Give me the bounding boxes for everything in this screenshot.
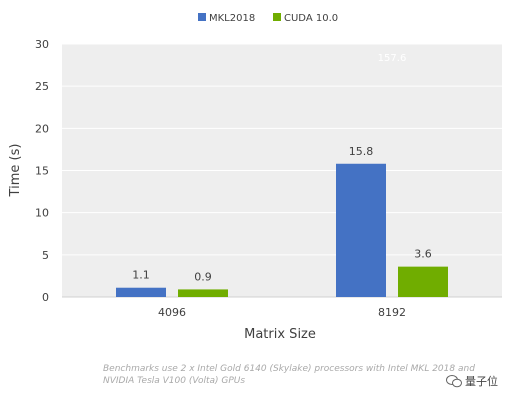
y-tick-label: 20 [35,122,49,135]
watermark: 量子位 [446,373,498,389]
y-tick-label: 25 [35,80,49,93]
y-tick-label: 10 [35,207,49,220]
x-axis-ticks: 4096 8192 [158,306,406,319]
bar [116,287,166,297]
bar [398,266,448,297]
chat-bubble-icon [446,375,462,388]
caption-line-2: NVIDIA Tesla V100 (Volta) GPUs [103,376,246,386]
legend-swatch [273,13,281,21]
y-tick-label: 0 [42,291,49,304]
x-axis-label: Matrix Size [244,327,316,342]
data-label: 1.1 [132,269,150,282]
data-label: 3.6 [414,248,432,261]
bars: 1.1 0.9 15.8 3.6 [116,145,448,297]
y-tick-label: 5 [42,249,49,262]
bar [178,289,228,297]
y-axis-ticks: 0 5 10 15 20 25 30 [35,38,49,304]
x-tick-label: 4096 [158,306,186,319]
legend: MKL2018 CUDA 10.0 [198,13,338,24]
y-tick-label: 30 [35,38,49,51]
ghost-data-label: 157.6 [378,53,407,64]
caption: Benchmarks use 2 x Intel Gold 6140 (Skyl… [103,363,503,387]
legend-swatch [198,13,206,21]
legend-label: CUDA 10.0 [284,13,338,24]
data-label: 15.8 [349,145,374,158]
y-axis-label: Time (s) [8,144,23,198]
watermark-text: 量子位 [465,375,498,388]
caption-line-1: Benchmarks use 2 x Intel Gold 6140 (Skyl… [103,364,475,374]
legend-label: MKL2018 [209,13,255,24]
data-label: 0.9 [194,270,212,283]
bar [336,163,386,297]
x-tick-label: 8192 [378,306,406,319]
y-tick-label: 15 [35,165,49,178]
